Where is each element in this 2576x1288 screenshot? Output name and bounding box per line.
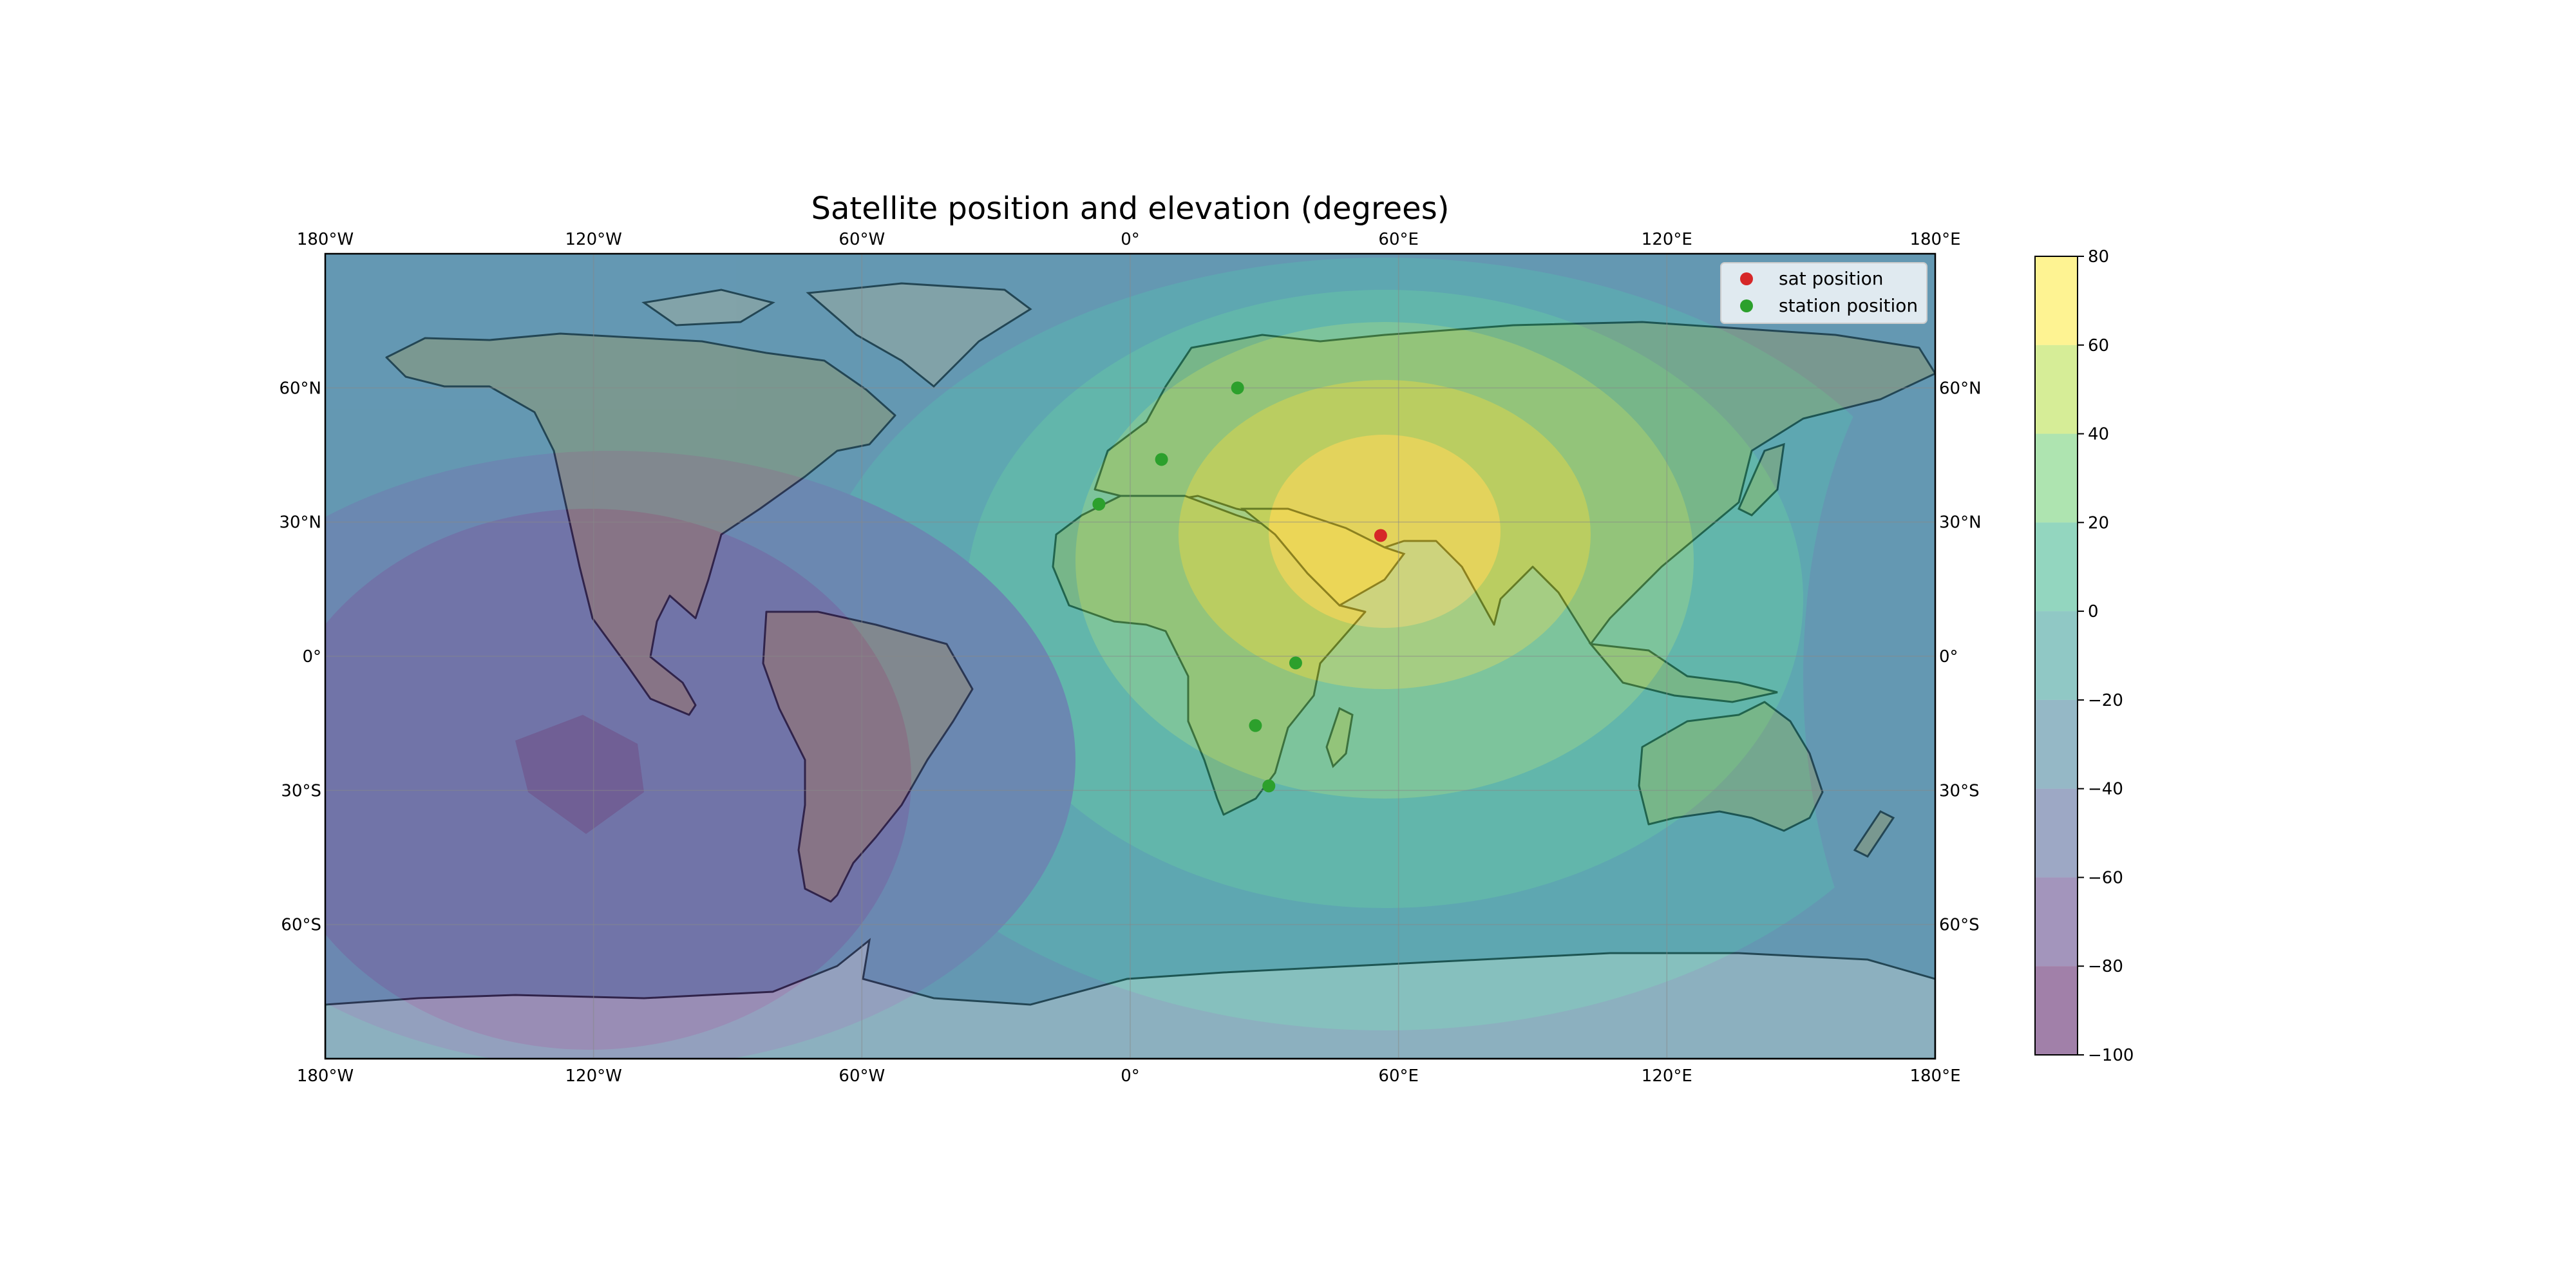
lat-label-left-2: 0° (302, 647, 321, 667)
map-panel: 180°W 120°W 60°W 0° 60°E 120°E 180°E 180°W 120°… (279, 230, 1982, 1086)
colorbar-segment-0 (2035, 966, 2078, 1055)
station-position-marker-2 (1231, 381, 1244, 395)
colorbar-tick-label-0: 80 (2088, 247, 2109, 267)
legend-label-station-position: station position (1779, 295, 1918, 316)
lon-label-top-2: 60°W (838, 230, 885, 249)
contour-level-minus20-wrap (1803, 309, 1935, 1043)
station-position-marker-3 (1289, 656, 1302, 670)
contour-level-minus100 (515, 715, 644, 834)
lon-label-top-1: 120°W (565, 230, 621, 249)
lon-label-bottom-4: 60°E (1378, 1066, 1419, 1086)
colorbar-tick-label-1: 60 (2088, 336, 2109, 355)
station-position-marker-1 (1155, 453, 1168, 466)
lon-label-top-4: 60°E (1378, 230, 1419, 249)
chart-title: Satellite position and elevation (degree… (811, 191, 1450, 227)
colorbar-tick-label-2: 40 (2088, 425, 2109, 444)
colorbar-segment-1 (2035, 877, 2078, 967)
legend-label-sat-position: sat position (1779, 268, 1884, 289)
colorbar-ticks: 80 60 40 20 0 −20 −40 −60 −80 −100 (2078, 247, 2134, 1065)
lat-label-left-1: 30°N (279, 513, 321, 533)
lon-label-top-3: 0° (1121, 230, 1140, 249)
lon-ticks-bottom: 180°W 120°W 60°W 0° 60°E 120°E 180°E (297, 1066, 1961, 1086)
map-frame (324, 252, 1937, 1060)
lat-label-right-4: 60°S (1939, 916, 1980, 935)
lat-label-left-3: 30°S (281, 781, 321, 800)
lon-label-top-6: 180°E (1909, 230, 1960, 249)
colorbar-segment-6 (2035, 433, 2078, 523)
station-position-marker-5 (1262, 779, 1276, 793)
lon-label-top-5: 120°E (1642, 230, 1692, 249)
legend-marker-sat-position (1740, 272, 1753, 285)
lon-label-bottom-2: 60°W (838, 1066, 885, 1086)
colorbar-segment-8 (2035, 256, 2078, 345)
lat-label-right-0: 60°N (1939, 379, 1982, 398)
lat-label-right-1: 30°N (1939, 513, 1982, 533)
colorbar-segment-2 (2035, 788, 2078, 878)
lat-ticks-left: 60°N 30°N 0° 30°S 60°S (279, 379, 321, 934)
colorbar-tick-label-5: −20 (2088, 691, 2123, 710)
colorbar-segment-7 (2035, 345, 2078, 434)
legend: sat position station position (1720, 262, 1927, 324)
lat-label-right-3: 30°S (1939, 781, 1980, 800)
colorbar-tick-label-8: −80 (2088, 957, 2123, 976)
colorbar-tick-label-6: −40 (2088, 780, 2123, 799)
lat-ticks-right: 60°N 30°N 0° 30°S 60°S (1939, 379, 1982, 934)
station-position-marker-0 (1092, 497, 1106, 511)
colorbar-segments (2035, 256, 2078, 1055)
lon-label-top-0: 180°W (297, 230, 354, 249)
lon-label-bottom-1: 120°W (565, 1066, 621, 1086)
lat-label-right-2: 0° (1939, 647, 1958, 667)
marker-layer (1092, 381, 1387, 793)
lon-ticks-top: 180°W 120°W 60°W 0° 60°E 120°E 180°E (297, 230, 1961, 249)
colorbar-segment-4 (2035, 611, 2078, 700)
colorbar-tick-label-3: 20 (2088, 513, 2109, 533)
elevation-contours (325, 254, 1935, 1059)
colorbar-tick-label-4: 0 (2088, 602, 2099, 621)
lon-label-bottom-3: 0° (1121, 1066, 1140, 1086)
lon-label-bottom-5: 120°E (1642, 1066, 1692, 1086)
colorbar-segment-3 (2035, 699, 2078, 789)
lat-label-left-0: 60°N (279, 379, 321, 398)
colorbar-frame (2034, 256, 2078, 1056)
lat-label-left-4: 60°S (281, 916, 321, 935)
legend-marker-station-position (1740, 299, 1753, 312)
station-position-marker-4 (1249, 719, 1262, 732)
legend-box (1720, 262, 1927, 324)
lon-label-bottom-6: 180°E (1909, 1066, 1960, 1086)
colorbar: 80 60 40 20 0 −20 −40 −60 −80 −100 (2034, 247, 2134, 1065)
gridlines (325, 254, 1935, 1059)
colorbar-tick-label-7: −60 (2088, 868, 2123, 887)
colorbar-tick-label-9: −100 (2088, 1046, 2134, 1065)
lon-label-bottom-0: 180°W (297, 1066, 354, 1086)
sat-position-marker-0 (1374, 529, 1387, 542)
colorbar-segment-5 (2035, 522, 2078, 612)
